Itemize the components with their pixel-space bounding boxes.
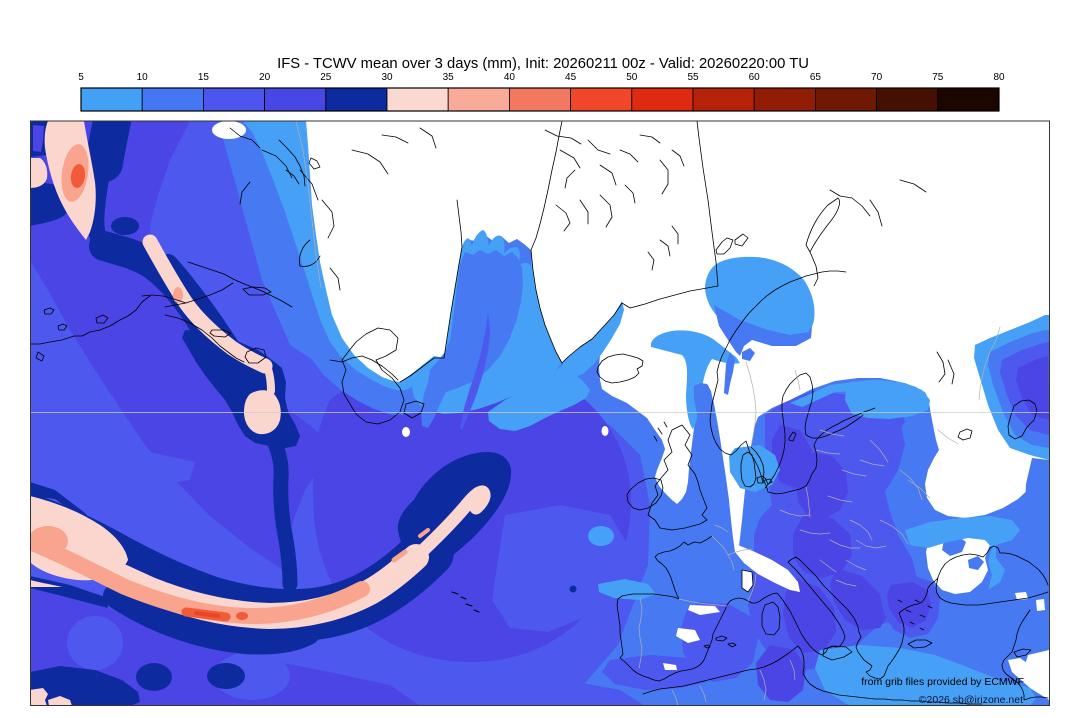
svg-text:30: 30 [381, 72, 393, 83]
svg-text:50: 50 [626, 72, 638, 83]
svg-text:65: 65 [810, 72, 822, 83]
svg-text:45: 45 [565, 72, 577, 83]
svg-text:©2026 sb@irizone.net: ©2026 sb@irizone.net [919, 694, 1023, 706]
svg-text:35: 35 [443, 72, 455, 83]
svg-text:40: 40 [504, 72, 516, 83]
svg-text:IFS - TCWV mean over 3 days (m: IFS - TCWV mean over 3 days (mm), Init: … [277, 56, 809, 72]
svg-text:55: 55 [687, 72, 699, 83]
svg-text:75: 75 [932, 72, 944, 83]
svg-text:5: 5 [78, 72, 84, 83]
svg-text:25: 25 [320, 72, 332, 83]
svg-text:80: 80 [993, 72, 1005, 83]
svg-text:10: 10 [137, 72, 149, 83]
svg-text:from grib files provided by EC: from grib files provided by ECMWF [861, 676, 1024, 688]
svg-text:70: 70 [871, 72, 883, 83]
svg-text:60: 60 [749, 72, 761, 83]
svg-text:15: 15 [198, 72, 210, 83]
svg-text:20: 20 [259, 72, 271, 83]
